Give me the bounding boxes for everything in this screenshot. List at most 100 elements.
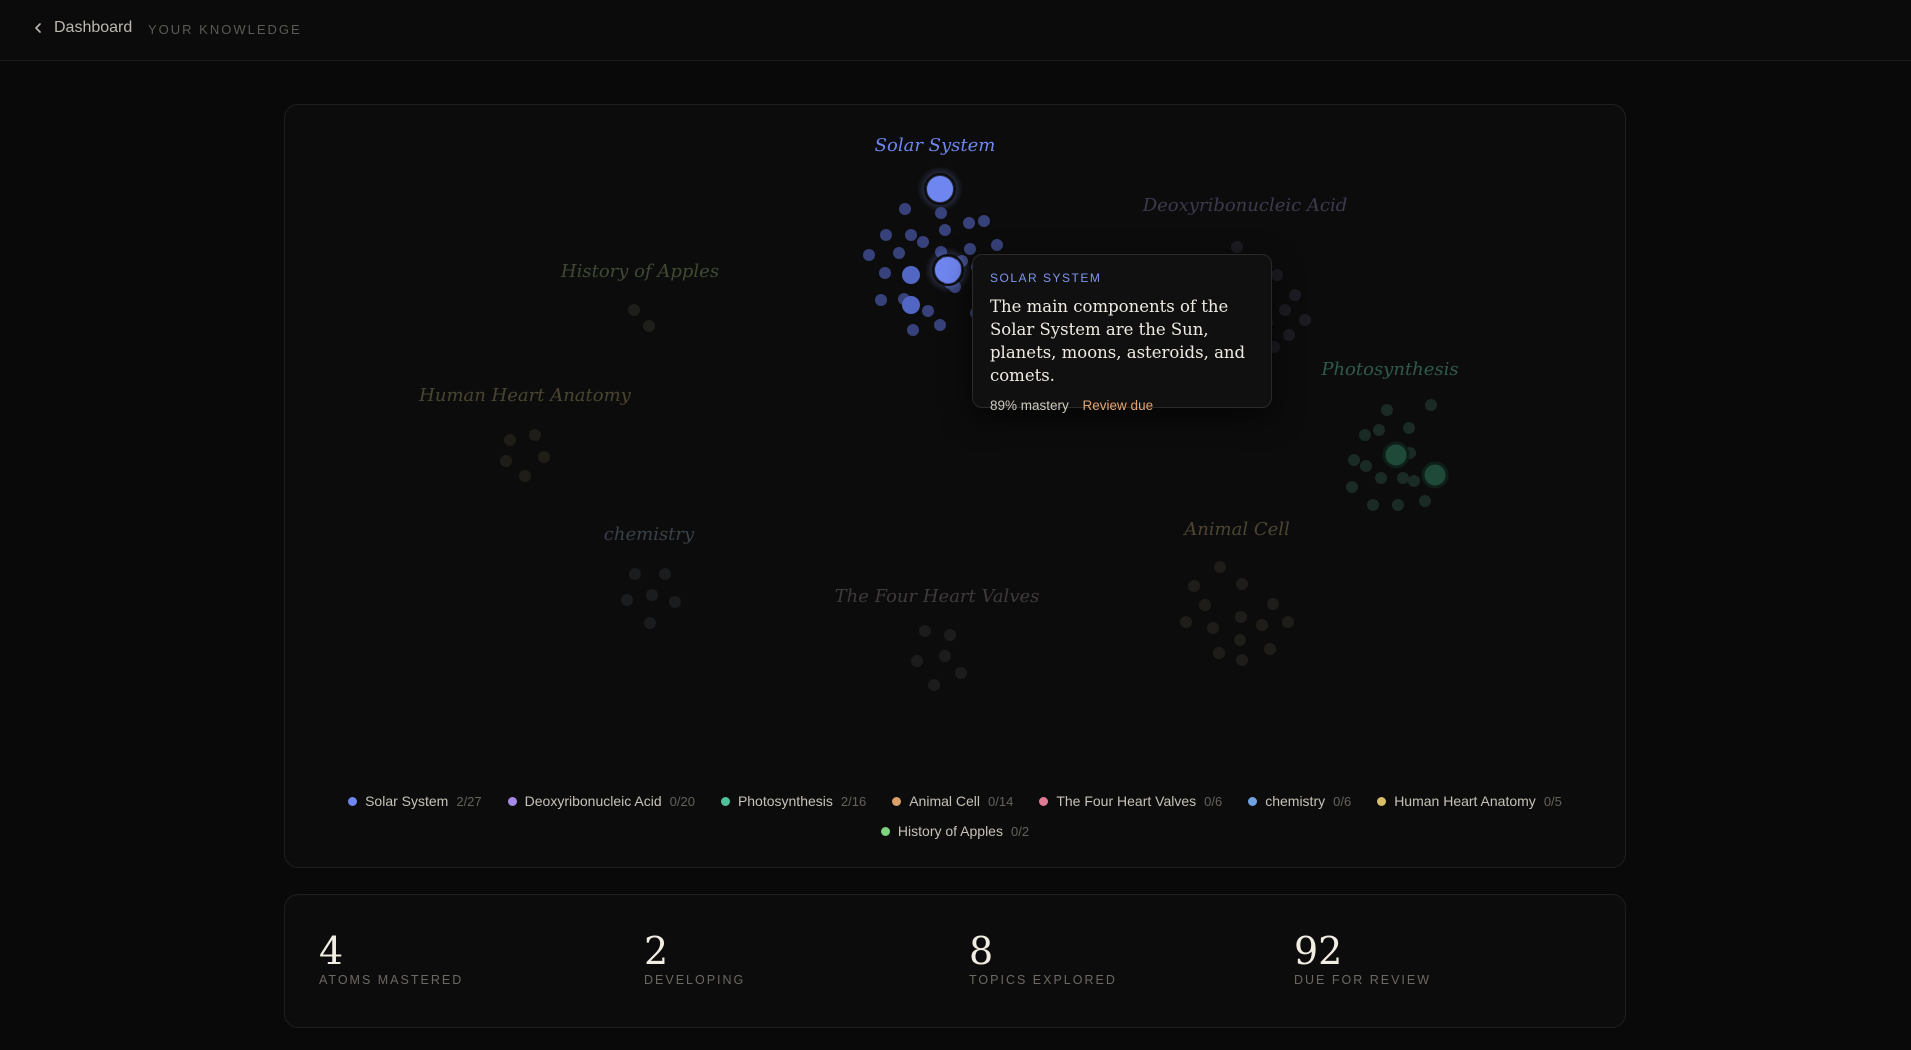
- legend-item[interactable]: Deoxyribonucleic Acid 0/20: [507, 793, 695, 809]
- atom-node[interactable]: [935, 257, 961, 283]
- atom-node[interactable]: [1207, 622, 1219, 634]
- atom-node[interactable]: [646, 589, 658, 601]
- knowledge-map[interactable]: Solar System Deoxyribonucleic Acid History…: [285, 105, 1625, 765]
- atom-node[interactable]: [538, 451, 550, 463]
- atom-node[interactable]: [1214, 561, 1226, 573]
- atom-node[interactable]: [1299, 314, 1311, 326]
- cluster-apples[interactable]: History of Apples: [560, 261, 719, 332]
- cluster-chemistry[interactable]: chemistry: [604, 524, 695, 629]
- atom-node[interactable]: [1271, 269, 1283, 281]
- atom-node[interactable]: [1397, 472, 1409, 484]
- atom-node[interactable]: [879, 267, 891, 279]
- atom-node[interactable]: [1392, 499, 1404, 511]
- atom-node[interactable]: [1213, 647, 1225, 659]
- cluster-heart[interactable]: Human Heart Anatomy: [418, 385, 632, 482]
- atom-node[interactable]: [659, 568, 671, 580]
- atom-node[interactable]: [1346, 481, 1358, 493]
- cluster-solar[interactable]: Solar System: [863, 135, 1003, 336]
- atom-node[interactable]: [1289, 289, 1301, 301]
- atom-node[interactable]: [628, 304, 640, 316]
- atom-node[interactable]: [1348, 454, 1360, 466]
- legend-item[interactable]: chemistry 0/6: [1248, 793, 1351, 809]
- cluster-valves[interactable]: The Four Heart Valves: [835, 586, 1040, 691]
- atom-node[interactable]: [928, 679, 940, 691]
- legend-item[interactable]: History of Apples 0/2: [880, 823, 1029, 839]
- atom-node[interactable]: [1408, 475, 1420, 487]
- atom-node[interactable]: [863, 249, 875, 261]
- atom-node[interactable]: [875, 294, 887, 306]
- legend-item[interactable]: Animal Cell 0/14: [892, 793, 1013, 809]
- stat-value: 92: [1294, 929, 1343, 973]
- atom-node[interactable]: [504, 434, 516, 446]
- atom-node[interactable]: [919, 625, 931, 637]
- legend-item[interactable]: Solar System 2/27: [348, 793, 482, 809]
- atom-node[interactable]: [905, 229, 917, 241]
- atom-node[interactable]: [1419, 495, 1431, 507]
- atom-node[interactable]: [963, 217, 975, 229]
- atom-node[interactable]: [621, 594, 633, 606]
- atom-node[interactable]: [669, 596, 681, 608]
- atom-node[interactable]: [529, 429, 541, 441]
- atom-node[interactable]: [1231, 241, 1243, 253]
- cluster-photo[interactable]: Photosynthesis: [1320, 359, 1459, 511]
- atom-node[interactable]: [500, 455, 512, 467]
- atom-node[interactable]: [1367, 499, 1379, 511]
- atom-node[interactable]: [944, 629, 956, 641]
- atom-node[interactable]: [1180, 616, 1192, 628]
- atom-node[interactable]: [1256, 619, 1268, 631]
- atom-node[interactable]: [1375, 472, 1387, 484]
- atom-node[interactable]: [519, 470, 531, 482]
- legend-count: 0/6: [1204, 793, 1223, 809]
- atom-node[interactable]: [1264, 643, 1276, 655]
- atom-node[interactable]: [939, 650, 951, 662]
- atom-node[interactable]: [935, 207, 947, 219]
- atom-node[interactable]: [1425, 399, 1437, 411]
- atom-node[interactable]: [1235, 611, 1247, 623]
- atom-node[interactable]: [907, 324, 919, 336]
- atom-node[interactable]: [917, 236, 929, 248]
- atom-node[interactable]: [1282, 616, 1294, 628]
- atom-node[interactable]: [939, 224, 951, 236]
- atom-node[interactable]: [934, 319, 946, 331]
- atom-node[interactable]: [1236, 578, 1248, 590]
- atom-node[interactable]: [1359, 429, 1371, 441]
- atom-node[interactable]: [893, 247, 905, 259]
- atom-node[interactable]: [1382, 441, 1410, 469]
- back-to-dashboard-link[interactable]: Dashboard: [32, 19, 132, 37]
- atom-node[interactable]: [644, 617, 656, 629]
- legend-dot-icon: [348, 796, 358, 806]
- atom-node[interactable]: [902, 266, 920, 284]
- atom-node[interactable]: [911, 655, 923, 667]
- legend-item[interactable]: The Four Heart Valves 0/6: [1039, 793, 1222, 809]
- legend-item[interactable]: Human Heart Anatomy 0/5: [1377, 793, 1562, 809]
- legend-item[interactable]: Photosynthesis 2/16: [720, 793, 866, 809]
- atom-node[interactable]: [1373, 424, 1385, 436]
- atom-node[interactable]: [927, 176, 953, 202]
- atom-node[interactable]: [880, 229, 892, 241]
- atom-node[interactable]: [964, 243, 976, 255]
- atom-node[interactable]: [1267, 598, 1279, 610]
- stat-value: 8: [969, 929, 994, 973]
- atom-node[interactable]: [1236, 654, 1248, 666]
- atom-node[interactable]: [899, 203, 911, 215]
- atom-node[interactable]: [1381, 404, 1393, 416]
- atom-node[interactable]: [902, 296, 920, 314]
- atom-node[interactable]: [991, 239, 1003, 251]
- stat-value: 4: [319, 929, 344, 973]
- atom-node[interactable]: [1283, 329, 1295, 341]
- atom-node[interactable]: [1199, 599, 1211, 611]
- atom-node[interactable]: [643, 320, 655, 332]
- atom-node[interactable]: [1403, 422, 1415, 434]
- cluster-animal[interactable]: Animal Cell: [1180, 519, 1294, 666]
- atom-node[interactable]: [1421, 461, 1449, 489]
- atom-ring: [924, 173, 956, 205]
- atom-node[interactable]: [922, 305, 934, 317]
- atom-node[interactable]: [978, 215, 990, 227]
- atom-node[interactable]: [955, 667, 967, 679]
- atom-node[interactable]: [1279, 304, 1291, 316]
- atom-node[interactable]: [629, 568, 641, 580]
- atom-node[interactable]: [1234, 634, 1246, 646]
- atom-tooltip: SOLAR SYSTEM The main components of the …: [972, 254, 1272, 413]
- atom-node[interactable]: [1360, 460, 1372, 472]
- atom-node[interactable]: [1188, 580, 1200, 592]
